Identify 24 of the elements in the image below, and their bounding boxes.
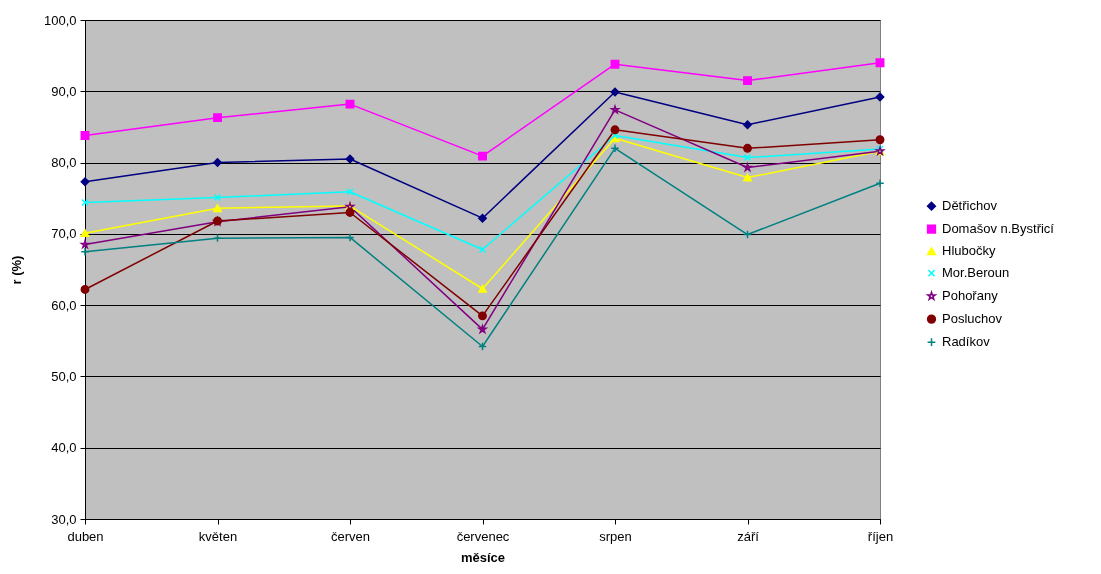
legend-label: Posluchov bbox=[942, 311, 1003, 327]
y-tick-label: 60,0 bbox=[51, 297, 77, 313]
legend-label: Dětřichov bbox=[942, 198, 998, 214]
x-tick-label: srpen bbox=[599, 528, 632, 544]
y-tick-label: 100,0 bbox=[43, 12, 77, 28]
y-tick-label: 50,0 bbox=[51, 368, 77, 384]
y-tick-label: 80,0 bbox=[51, 155, 77, 171]
legend-label: Pohořany bbox=[942, 288, 999, 304]
x-tick-label: duben bbox=[67, 528, 104, 544]
y-tick-label: 30,0 bbox=[51, 511, 77, 527]
legend-label: Domašov n.Bystřicí bbox=[942, 221, 1055, 237]
x-tick-label: červen bbox=[330, 528, 371, 544]
legend-label: Mor.Beroun bbox=[942, 265, 1010, 281]
y-tick-label: 40,0 bbox=[51, 440, 77, 456]
legend-label: Hlubočky bbox=[942, 243, 996, 259]
x-tick-label: květen bbox=[198, 528, 238, 544]
y-axis-title: r (%) bbox=[8, 255, 24, 285]
y-tick-label: 70,0 bbox=[51, 226, 77, 242]
x-tick-label: říjen bbox=[867, 528, 894, 544]
legend-label: Radíkov bbox=[942, 334, 991, 350]
x-tick-label: červenec bbox=[456, 528, 510, 544]
x-axis-title: měsíce bbox=[460, 549, 506, 565]
y-tick-label: 90,0 bbox=[51, 83, 77, 99]
x-tick-label: září bbox=[737, 528, 760, 544]
